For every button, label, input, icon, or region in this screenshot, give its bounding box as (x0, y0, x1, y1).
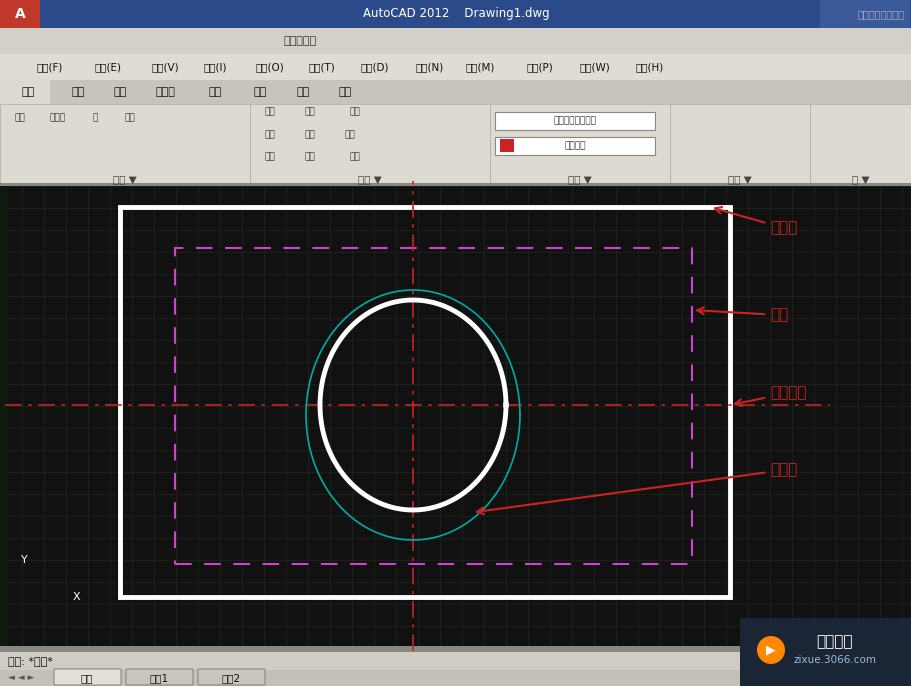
Text: 移动: 移动 (264, 108, 275, 117)
Text: 直线: 直线 (15, 113, 26, 123)
Text: 修改(M): 修改(M) (465, 62, 494, 72)
Bar (489, 104, 670, 184)
Text: 复制: 复制 (264, 130, 275, 139)
Text: 注释 ▼: 注释 ▼ (727, 174, 751, 184)
Bar (120, 207, 729, 597)
Text: 参数化: 参数化 (155, 87, 175, 97)
Bar (0, 28, 911, 54)
Text: 布局1: 布局1 (149, 673, 169, 683)
FancyBboxPatch shape (126, 669, 193, 685)
Text: 细点划线: 细点划线 (564, 141, 585, 150)
Text: 圆弧: 圆弧 (125, 113, 135, 123)
Text: 圆: 圆 (92, 113, 97, 123)
Text: zixue.3066.com: zixue.3066.com (793, 655, 875, 665)
Text: A: A (15, 7, 26, 21)
Bar (0, 646, 911, 652)
Text: 插入: 插入 (71, 87, 85, 97)
Bar (0, 186, 911, 646)
Bar (670, 104, 809, 184)
Text: 阵列: 阵列 (349, 152, 360, 161)
Bar (0, 80, 50, 104)
Text: 布局2: 布局2 (221, 673, 241, 683)
Bar (0, 0, 911, 28)
Text: 绘图(D): 绘图(D) (361, 62, 389, 72)
Text: ▶: ▶ (765, 643, 775, 657)
Bar (0, 0, 40, 28)
Bar (0, 670, 911, 686)
Text: 视图: 视图 (208, 87, 221, 97)
Text: X: X (72, 592, 80, 602)
Circle shape (756, 636, 784, 664)
Bar (0, 104, 250, 184)
Text: 细点划线: 细点划线 (734, 386, 805, 406)
Bar (809, 104, 911, 184)
Text: 圆角: 圆角 (344, 130, 355, 139)
Text: 虚线: 虚线 (696, 307, 787, 322)
Bar (495, 137, 654, 155)
Text: 镜像: 镜像 (304, 130, 315, 139)
Text: 窗口(W): 窗口(W) (579, 62, 609, 72)
Text: 细实线: 细实线 (476, 462, 796, 514)
Text: 旋转: 旋转 (304, 108, 315, 117)
Text: ◄ ◄ ►: ◄ ◄ ► (8, 674, 35, 683)
Text: 多段线: 多段线 (50, 113, 66, 123)
Text: 视图(V): 视图(V) (151, 62, 179, 72)
Text: 常用: 常用 (21, 87, 35, 97)
Text: 工具(T): 工具(T) (308, 62, 335, 72)
FancyBboxPatch shape (198, 669, 265, 685)
Text: 粗实线: 粗实线 (714, 207, 796, 235)
Bar (0, 652, 911, 670)
Text: 修剪: 修剪 (349, 108, 360, 117)
Bar (0, 54, 911, 80)
Text: 编辑(E): 编辑(E) (95, 62, 121, 72)
Bar (175, 248, 691, 564)
Text: 格式(O): 格式(O) (255, 62, 284, 72)
Bar (739, 618, 911, 686)
Text: 草图与注释: 草图与注释 (283, 36, 316, 46)
Text: 管理: 管理 (253, 87, 266, 97)
Text: AutoCAD 2012    Drawing1.dwg: AutoCAD 2012 Drawing1.dwg (363, 8, 548, 21)
Bar (0, 80, 911, 104)
Text: 溜溜自学: 溜溜自学 (816, 635, 853, 650)
Bar (819, 0, 909, 28)
Text: 修改 ▼: 修改 ▼ (358, 174, 382, 184)
Text: 标注(N): 标注(N) (415, 62, 444, 72)
FancyBboxPatch shape (54, 669, 121, 685)
Text: 未保存的图层状态: 未保存的图层状态 (553, 117, 596, 126)
Text: 插入(I): 插入(I) (203, 62, 227, 72)
Text: 块 ▼: 块 ▼ (851, 174, 869, 184)
Text: 文件(F): 文件(F) (36, 62, 63, 72)
Text: 缩放: 缩放 (304, 152, 315, 161)
Text: 帮助(H): 帮助(H) (635, 62, 663, 72)
Text: 插件: 插件 (338, 87, 352, 97)
Text: 键入关键字或短语: 键入关键字或短语 (857, 9, 904, 19)
Bar (0, 183, 911, 186)
Text: 输出: 输出 (296, 87, 310, 97)
Text: 图层 ▼: 图层 ▼ (568, 174, 591, 184)
Bar (495, 112, 654, 130)
Text: 参数(P): 参数(P) (526, 62, 553, 72)
Text: 拉伸: 拉伸 (264, 152, 275, 161)
Text: 绘图 ▼: 绘图 ▼ (113, 174, 137, 184)
Bar (250, 104, 489, 184)
Text: 模型: 模型 (81, 673, 93, 683)
Text: 注释: 注释 (113, 87, 127, 97)
Text: Y: Y (21, 555, 27, 565)
Bar (0, 186, 8, 646)
Text: 命令: *取消*: 命令: *取消* (8, 656, 53, 666)
Bar (0, 104, 911, 184)
Bar (499, 139, 514, 152)
